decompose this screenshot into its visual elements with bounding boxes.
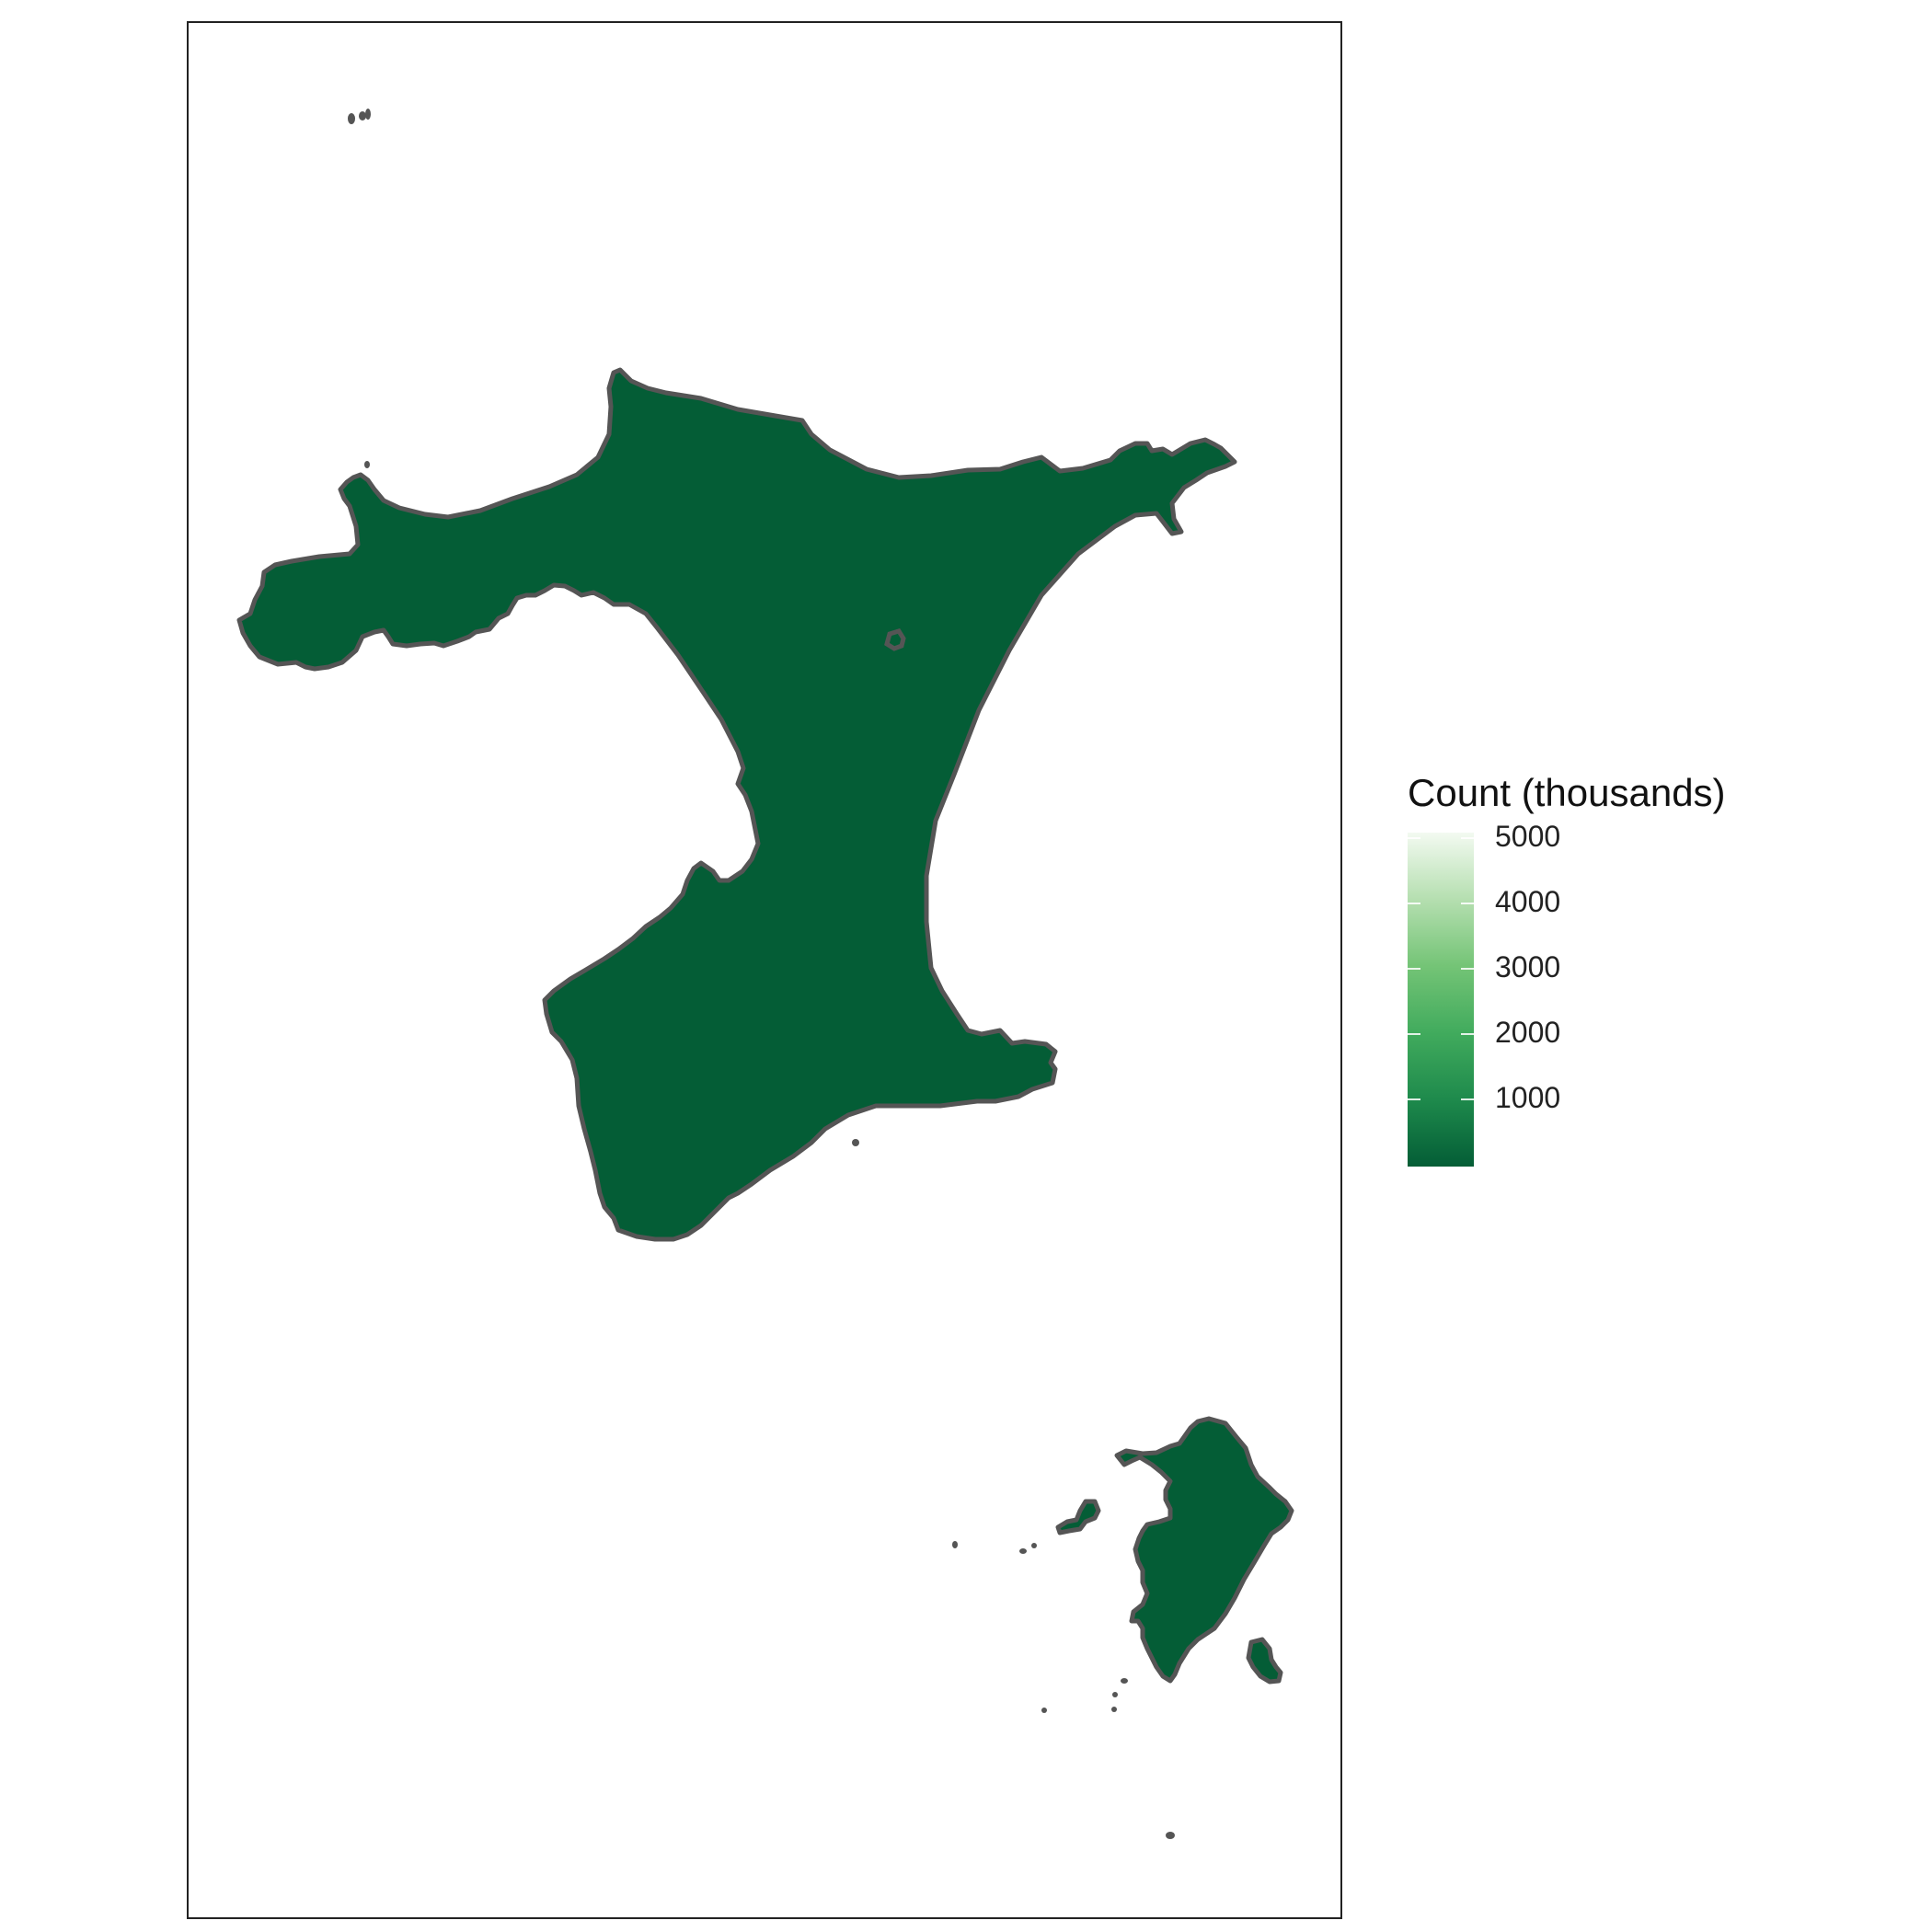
islet xyxy=(348,113,355,124)
main-island[interactable] xyxy=(236,367,1237,1242)
islet xyxy=(952,1541,958,1548)
legend-tick xyxy=(1461,1033,1474,1035)
south-island[interactable] xyxy=(1114,1416,1294,1684)
islet xyxy=(1121,1678,1128,1684)
legend-label: 1000 xyxy=(1495,1081,1561,1114)
map-panel xyxy=(187,21,1342,1919)
legend-tick xyxy=(1408,903,1420,904)
legend-label: 5000 xyxy=(1495,820,1561,853)
legend-label: 4000 xyxy=(1495,885,1561,918)
legend-title: Count (thousands) xyxy=(1408,771,1726,814)
legend-tick xyxy=(1408,968,1420,970)
islet xyxy=(1041,1708,1047,1713)
legend-tick xyxy=(1461,968,1474,970)
islet xyxy=(364,461,370,468)
islet xyxy=(1019,1548,1027,1554)
south-islet-east[interactable] xyxy=(1246,1637,1283,1685)
islet xyxy=(359,111,366,121)
islet-cluster[interactable] xyxy=(1055,1499,1101,1535)
legend-tick xyxy=(1408,837,1420,839)
legend-tick xyxy=(1461,903,1474,904)
legend-tick xyxy=(1461,837,1474,839)
legend-label: 2000 xyxy=(1495,1016,1561,1049)
inland-lake xyxy=(884,628,906,651)
legend-tick xyxy=(1461,1098,1474,1100)
legend-label: 3000 xyxy=(1495,950,1561,983)
islet xyxy=(365,109,371,120)
islet xyxy=(1112,1692,1118,1697)
legend-tick xyxy=(1408,1033,1420,1035)
islet xyxy=(852,1139,859,1146)
islet xyxy=(1111,1707,1117,1712)
map-canvas xyxy=(236,109,1294,1839)
legend: Count (thousands) 5000 4000 3000 2000 10… xyxy=(1408,771,1868,1176)
islet xyxy=(1031,1543,1037,1548)
legend-colorbar xyxy=(1408,833,1474,1167)
islet xyxy=(1166,1832,1175,1839)
legend-tick xyxy=(1408,1098,1420,1100)
